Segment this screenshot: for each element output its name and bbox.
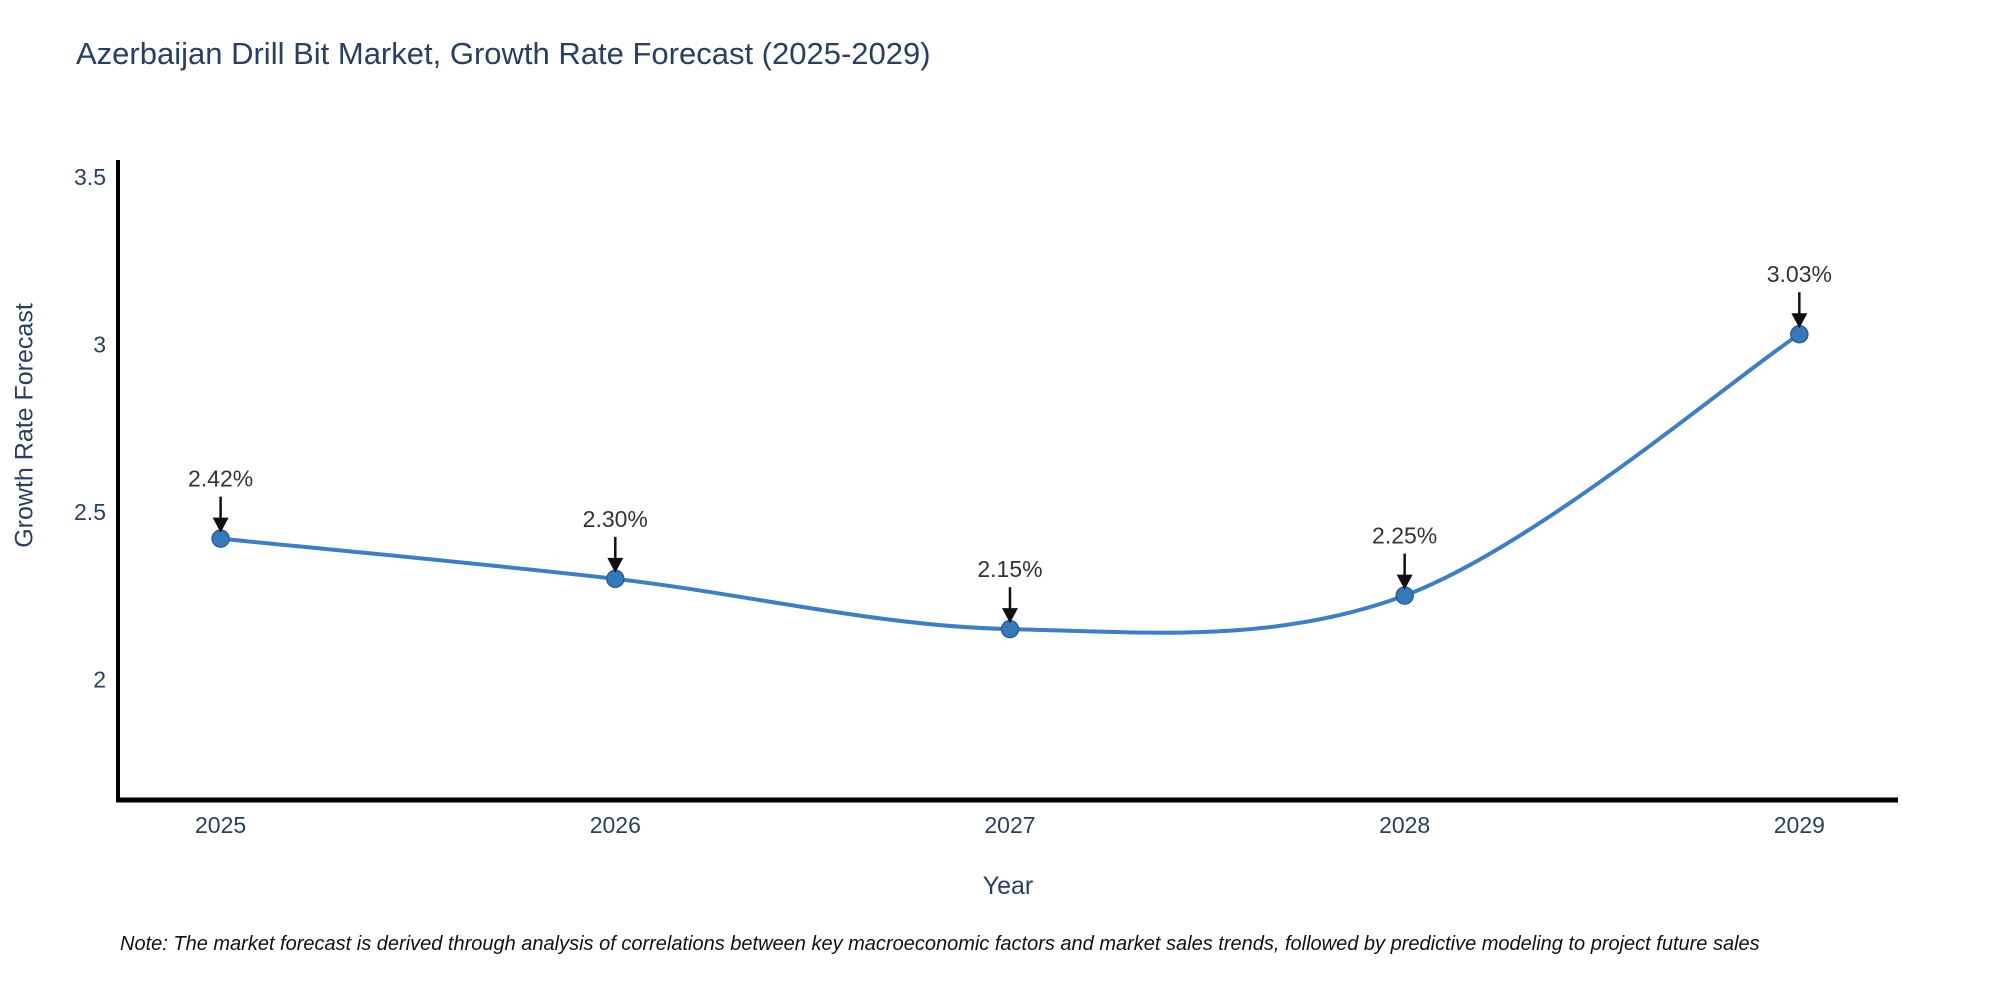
data-point-marker: [1395, 586, 1414, 605]
x-axis-title: Year: [982, 872, 1034, 900]
annotation-label: 2.25%: [1372, 523, 1437, 549]
y-tick-label: 2: [93, 666, 106, 692]
x-tick-label: 2025: [195, 812, 246, 838]
annotation-arrowhead: [1791, 313, 1808, 329]
x-tick-label: 2028: [1379, 812, 1430, 838]
chart-title: Azerbaijan Drill Bit Market, Growth Rate…: [76, 36, 931, 71]
annotation-label: 2.15%: [977, 556, 1042, 582]
x-tick-label: 2026: [590, 812, 641, 838]
annotation-label: 2.42%: [188, 466, 253, 492]
data-point-marker: [211, 529, 230, 548]
y-tick-label: 3: [93, 331, 106, 357]
annotation-arrowhead: [1001, 608, 1018, 624]
y-tick-label: 3.5: [74, 164, 106, 190]
data-point-marker: [606, 569, 625, 589]
forecast-line: [218, 332, 1802, 635]
data-point-marker: [1000, 619, 1020, 639]
y-tick-label: 2.5: [74, 499, 106, 525]
annotation-arrowhead: [212, 517, 229, 533]
annotation-arrowhead: [607, 557, 624, 573]
x-tick-label: 2027: [984, 812, 1035, 838]
x-tick-label: 2029: [1774, 812, 1825, 838]
y-axis-title: Growth Rate Forecast: [10, 303, 39, 548]
annotation-arrowhead: [1396, 574, 1413, 590]
data-point-marker: [1790, 324, 1809, 344]
annotation-label: 2.30%: [583, 506, 648, 532]
footnote: Note: The market forecast is derived thr…: [120, 933, 1760, 955]
annotation-label: 3.03%: [1767, 261, 1832, 287]
